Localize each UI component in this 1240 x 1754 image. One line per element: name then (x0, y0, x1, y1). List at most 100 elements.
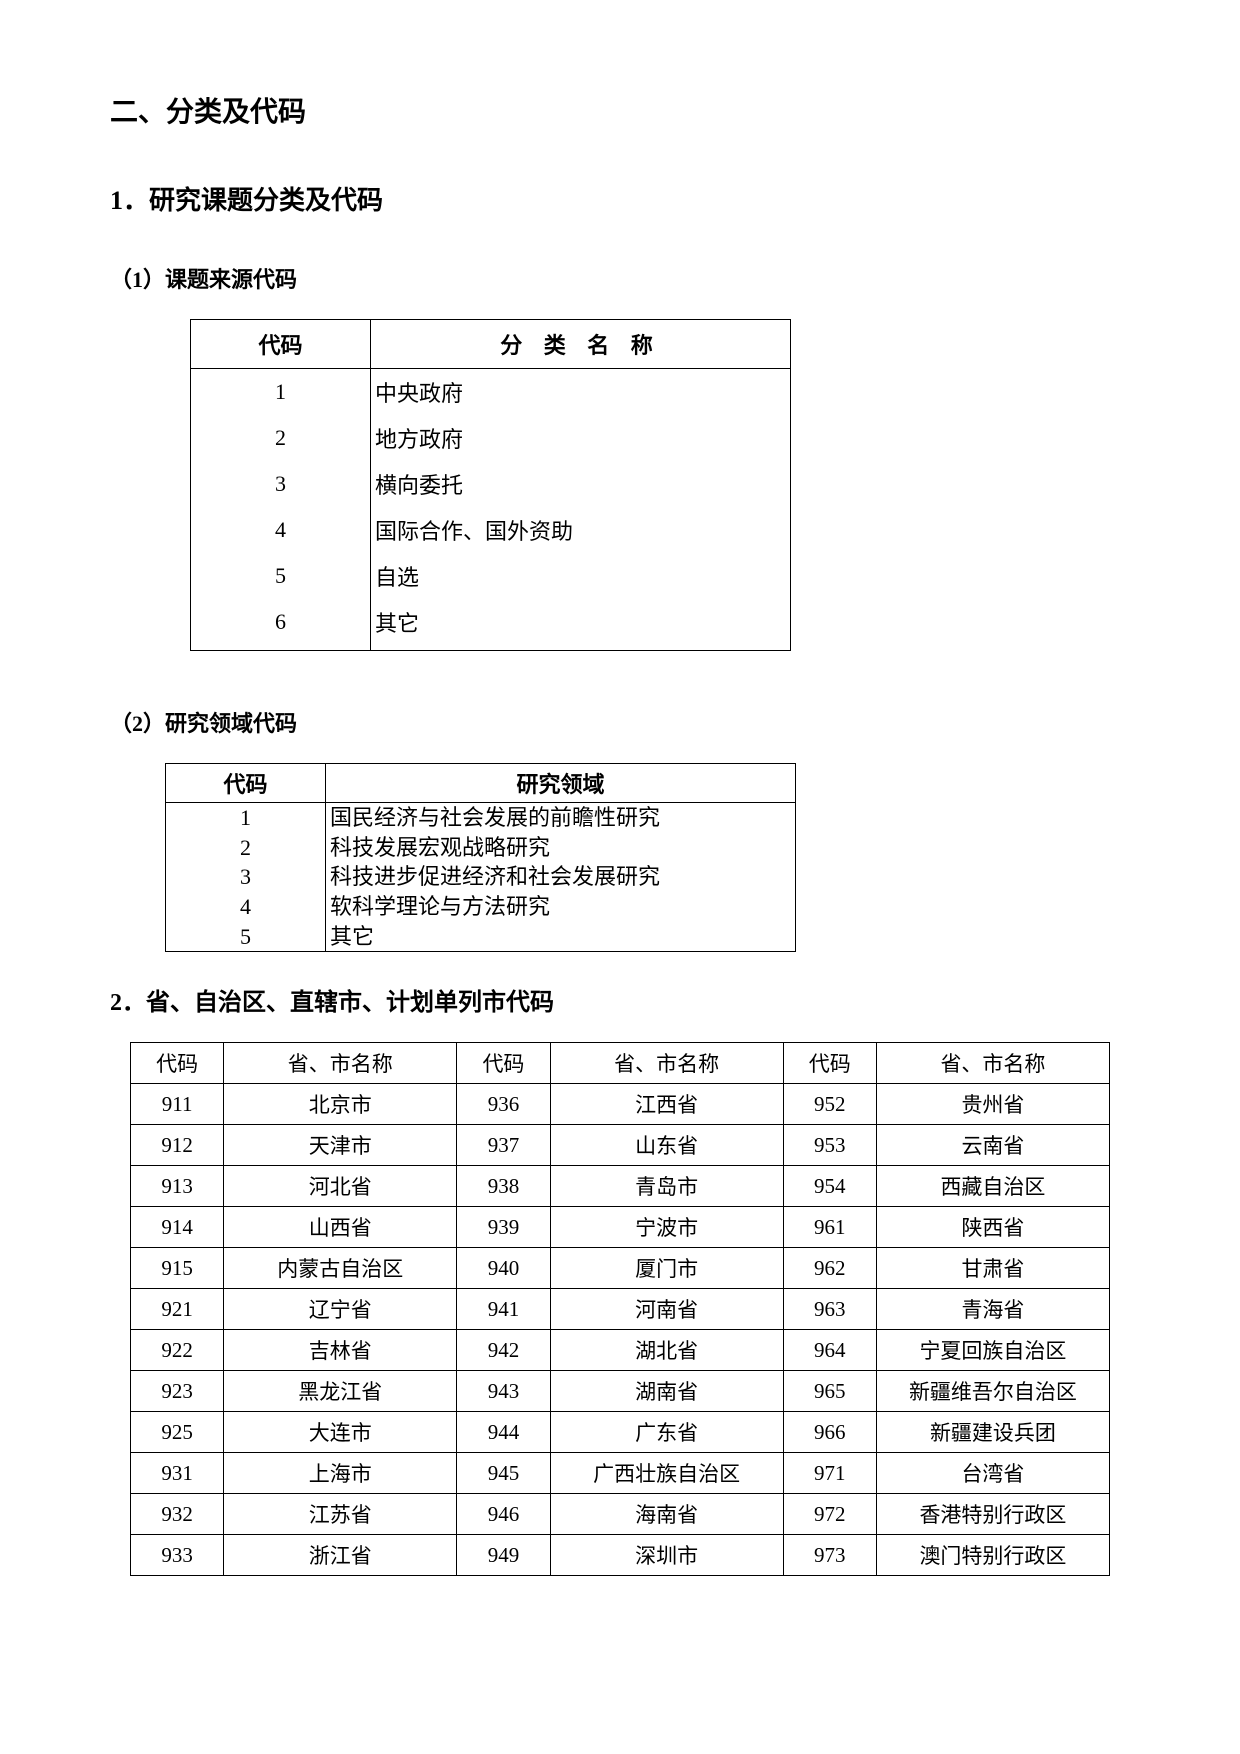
table3-name-cell: 河北省 (224, 1166, 457, 1207)
table3-code-cell: 966 (783, 1412, 876, 1453)
table-row: 911北京市936江西省952贵州省 (131, 1084, 1110, 1125)
table3-name-cell: 台湾省 (876, 1453, 1109, 1494)
table2-code-cell: 1 (166, 803, 326, 833)
table1-code-cell: 6 (191, 599, 371, 651)
table3-code-cell: 923 (131, 1371, 224, 1412)
table1-code-cell: 4 (191, 507, 371, 553)
table2-code-cell: 4 (166, 892, 326, 922)
table3-name-cell: 澳门特别行政区 (876, 1535, 1109, 1576)
table3-code-cell: 921 (131, 1289, 224, 1330)
table3-code-cell: 912 (131, 1125, 224, 1166)
table-row: 4国际合作、国外资助 (191, 507, 791, 553)
table-row: 931上海市945广西壮族自治区971台湾省 (131, 1453, 1110, 1494)
table-row: 2科技发展宏观战略研究 (166, 833, 796, 863)
table3-code-cell: 936 (457, 1084, 550, 1125)
table3-name-cell: 西藏自治区 (876, 1166, 1109, 1207)
table3-code-cell: 937 (457, 1125, 550, 1166)
table3-header-code-2: 代码 (457, 1043, 550, 1084)
table1-name-cell: 地方政府 (371, 415, 791, 461)
table3-code-cell: 938 (457, 1166, 550, 1207)
table3-name-cell: 深圳市 (550, 1535, 783, 1576)
table3-name-cell: 新疆建设兵团 (876, 1412, 1109, 1453)
table1-name-cell: 其它 (371, 599, 791, 651)
table3-header-code-1: 代码 (131, 1043, 224, 1084)
table1-name-cell: 国际合作、国外资助 (371, 507, 791, 553)
table3-code-cell: 964 (783, 1330, 876, 1371)
table3-code-cell: 914 (131, 1207, 224, 1248)
table3-code-cell: 952 (783, 1084, 876, 1125)
table-row: 913河北省938青岛市954西藏自治区 (131, 1166, 1110, 1207)
table3-code-cell: 953 (783, 1125, 876, 1166)
source-code-table: 代码 分 类 名 称 1中央政府2地方政府3横向委托4国际合作、国外资助5自选6… (190, 319, 791, 651)
table3-name-cell: 江苏省 (224, 1494, 457, 1535)
table3-name-cell: 宁夏回族自治区 (876, 1330, 1109, 1371)
subsection-1a-heading: （1）课题来源代码 (110, 262, 1130, 294)
table3-code-cell: 945 (457, 1453, 550, 1494)
table3-name-cell: 天津市 (224, 1125, 457, 1166)
table3-code-cell: 949 (457, 1535, 550, 1576)
table3-name-cell: 湖南省 (550, 1371, 783, 1412)
table3-code-cell: 961 (783, 1207, 876, 1248)
table-row: 2地方政府 (191, 415, 791, 461)
table3-name-cell: 厦门市 (550, 1248, 783, 1289)
table3-name-cell: 云南省 (876, 1125, 1109, 1166)
table3-code-cell: 939 (457, 1207, 550, 1248)
table3-code-cell: 942 (457, 1330, 550, 1371)
table3-name-cell: 内蒙古自治区 (224, 1248, 457, 1289)
table3-name-cell: 香港特别行政区 (876, 1494, 1109, 1535)
table3-name-cell: 吉林省 (224, 1330, 457, 1371)
table3-name-cell: 山东省 (550, 1125, 783, 1166)
table-row: 923黑龙江省943湖南省965新疆维吾尔自治区 (131, 1371, 1110, 1412)
table1-code-cell: 1 (191, 369, 371, 416)
table3-name-cell: 浙江省 (224, 1535, 457, 1576)
table3-header-name-1: 省、市名称 (224, 1043, 457, 1084)
table3-name-cell: 山西省 (224, 1207, 457, 1248)
table3-name-cell: 辽宁省 (224, 1289, 457, 1330)
table3-code-cell: 944 (457, 1412, 550, 1453)
table3-name-cell: 海南省 (550, 1494, 783, 1535)
table2-name-cell: 其它 (326, 922, 796, 952)
table2-name-cell: 科技发展宏观战略研究 (326, 833, 796, 863)
table3-code-cell: 911 (131, 1084, 224, 1125)
table3-name-cell: 青岛市 (550, 1166, 783, 1207)
table3-header-name-3: 省、市名称 (876, 1043, 1109, 1084)
table-row: 915内蒙古自治区940厦门市962甘肃省 (131, 1248, 1110, 1289)
table-row: 1中央政府 (191, 369, 791, 416)
section-heading: 二、分类及代码 (110, 90, 1130, 130)
table3-code-cell: 932 (131, 1494, 224, 1535)
table3-name-cell: 黑龙江省 (224, 1371, 457, 1412)
table2-header-name: 研究领域 (326, 764, 796, 803)
table3-name-cell: 湖北省 (550, 1330, 783, 1371)
table-row: 922吉林省942湖北省964宁夏回族自治区 (131, 1330, 1110, 1371)
table1-header-code: 代码 (191, 320, 371, 369)
table3-header-code-3: 代码 (783, 1043, 876, 1084)
table3-code-cell: 931 (131, 1453, 224, 1494)
table3-code-cell: 913 (131, 1166, 224, 1207)
table3-code-cell: 941 (457, 1289, 550, 1330)
subsection-1b-heading: （2）研究领域代码 (110, 706, 1130, 738)
table3-name-cell: 新疆维吾尔自治区 (876, 1371, 1109, 1412)
table-row: 4软科学理论与方法研究 (166, 892, 796, 922)
table3-name-cell: 宁波市 (550, 1207, 783, 1248)
province-code-table: 代码 省、市名称 代码 省、市名称 代码 省、市名称 911北京市936江西省9… (130, 1042, 1110, 1576)
table2-name-cell: 国民经济与社会发展的前瞻性研究 (326, 803, 796, 833)
table-row: 5其它 (166, 922, 796, 952)
subsection-2-heading: 2．省、自治区、直辖市、计划单列市代码 (110, 982, 1130, 1017)
table3-code-cell: 946 (457, 1494, 550, 1535)
table-row: 1国民经济与社会发展的前瞻性研究 (166, 803, 796, 833)
table2-code-cell: 2 (166, 833, 326, 863)
table-row: 5自选 (191, 553, 791, 599)
table3-code-cell: 973 (783, 1535, 876, 1576)
table2-code-cell: 3 (166, 862, 326, 892)
research-field-table: 代码 研究领域 1国民经济与社会发展的前瞻性研究2科技发展宏观战略研究3科技进步… (165, 763, 796, 952)
table-row: 6其它 (191, 599, 791, 651)
table3-name-cell: 广西壮族自治区 (550, 1453, 783, 1494)
table3-name-cell: 陕西省 (876, 1207, 1109, 1248)
table1-name-cell: 自选 (371, 553, 791, 599)
table3-code-cell: 971 (783, 1453, 876, 1494)
table3-code-cell: 943 (457, 1371, 550, 1412)
table3-header-name-2: 省、市名称 (550, 1043, 783, 1084)
table3-name-cell: 广东省 (550, 1412, 783, 1453)
table3-name-cell: 甘肃省 (876, 1248, 1109, 1289)
table3-code-cell: 963 (783, 1289, 876, 1330)
